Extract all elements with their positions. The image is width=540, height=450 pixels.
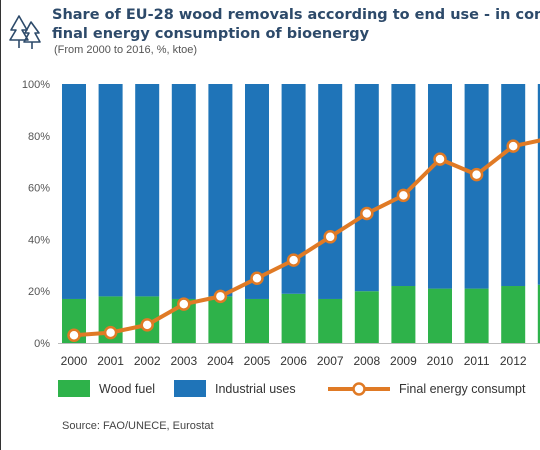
x-tick-label: 2003 — [170, 354, 197, 368]
x-tick-label: 2002 — [134, 354, 161, 368]
x-tick-label: 2007 — [317, 354, 344, 368]
point-final-energy — [286, 253, 301, 267]
bar-wood-fuel — [537, 284, 540, 343]
bar-wood-fuel — [391, 286, 416, 343]
legend-label-final-energy: Final energy consumpt — [399, 382, 526, 396]
point-final-energy — [213, 289, 228, 304]
y-tick-label: 80% — [28, 131, 50, 143]
bar-industrial-uses — [135, 84, 160, 297]
chart-title: Share of EU-28 wood removals according t… — [52, 6, 540, 44]
stacked-bar-chart: 0% 20% 40% 60% 80% 100% 2000 2001 2002 2003 2004 20… — [22, 79, 540, 368]
x-tick-label: 2009 — [390, 354, 417, 368]
y-tick-label: 60% — [28, 183, 50, 195]
point-final-energy — [360, 206, 374, 221]
x-tick-label: 2011 — [464, 354, 490, 368]
bar-industrial-uses — [428, 84, 452, 289]
bar-industrial-uses — [245, 84, 269, 299]
x-tick-label: 2010 — [427, 354, 454, 368]
legend-swatch-industrial-uses — [174, 380, 206, 397]
bar-industrial-uses — [464, 84, 489, 289]
frame-border — [0, 0, 1, 450]
bar-industrial-uses — [354, 84, 379, 292]
x-tick-label: 2006 — [280, 354, 307, 368]
y-tick-label: 40% — [28, 234, 50, 246]
bar-wood-fuel — [501, 286, 526, 343]
point-final-energy — [323, 230, 337, 244]
point-final-energy — [469, 167, 484, 182]
legend-line-final-energy — [328, 382, 390, 396]
y-tick-label: 20% — [28, 286, 50, 298]
point-final-energy — [177, 297, 191, 311]
bar-wood-fuel — [245, 298, 269, 343]
bar-industrial-uses — [98, 84, 123, 297]
chart-title-line-1: Share of EU-28 wood removals according t… — [52, 7, 540, 23]
bar-wood-fuel — [208, 296, 233, 343]
y-tick-label: 100% — [22, 79, 50, 91]
bar-industrial-uses — [537, 84, 540, 285]
y-tick-label: 0% — [34, 338, 50, 350]
chart-title-line-2: final energy consumption of bioenergy — [52, 26, 370, 42]
source-note: Source: FAO/UNECE, Eurostat — [62, 420, 214, 432]
point-final-energy — [250, 271, 264, 285]
bar-industrial-uses — [62, 84, 86, 299]
legend: Wood fuel Industrial uses Final energy c… — [58, 380, 540, 404]
legend-swatch-wood-fuel — [58, 380, 90, 397]
bar-industrial-uses — [501, 84, 526, 287]
point-final-energy — [396, 188, 411, 203]
legend-item-wood-fuel: Wood fuel — [58, 380, 155, 397]
bar-wood-fuel — [464, 288, 489, 343]
point-final-energy — [67, 328, 81, 342]
legend-label-wood-fuel: Wood fuel — [99, 381, 156, 396]
legend-item-final-energy: Final energy consumpt — [328, 380, 525, 398]
bar-wood-fuel — [354, 291, 379, 343]
point-final-energy — [433, 152, 447, 166]
x-tick-label: 2008 — [353, 354, 380, 368]
bar-wood-fuel — [318, 298, 343, 343]
x-tick-label: 2004 — [207, 354, 234, 368]
x-tick-label: 2000 — [61, 354, 88, 368]
point-final-energy — [506, 139, 520, 153]
bar-industrial-uses — [171, 84, 196, 299]
x-tick-label: 2005 — [244, 354, 271, 368]
point-final-energy — [103, 325, 118, 340]
legend-label-industrial-uses: Industrial uses — [215, 381, 296, 396]
legend-item-industrial-uses: Industrial uses — [174, 380, 296, 397]
bar-industrial-uses — [208, 84, 233, 297]
bar-wood-fuel — [281, 293, 306, 343]
chart-subtitle: (From 2000 to 2016, %, ktoe) — [54, 44, 198, 56]
x-tick-label: 2001 — [97, 354, 124, 368]
bar-wood-fuel — [428, 288, 452, 343]
tree-icon — [9, 15, 41, 49]
point-final-energy — [140, 318, 154, 332]
x-tick-label: 2012 — [500, 354, 527, 368]
bar-industrial-uses — [318, 84, 343, 299]
